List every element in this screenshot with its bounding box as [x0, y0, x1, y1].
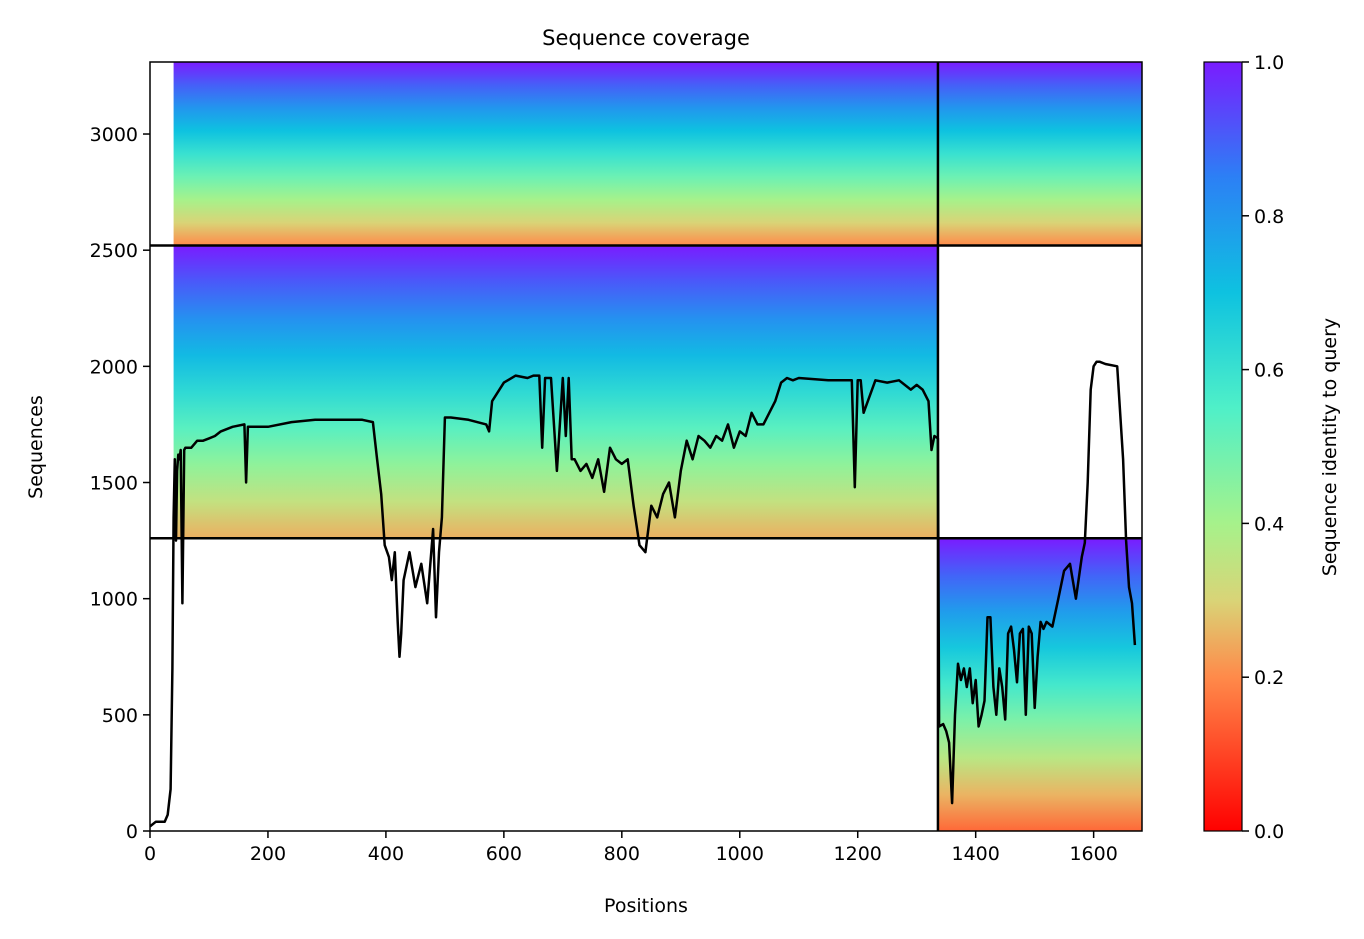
y-tick-label: 0 [126, 821, 138, 843]
plot-frame [149, 61, 1143, 832]
y-tick-label: 3000 [90, 124, 138, 146]
y-axis-ticks: 0 500 1000 1500 2000 2500 3000 [90, 124, 150, 843]
x-tick-label: 1400 [952, 843, 1000, 865]
colorbar-tick-label: 1.0 [1254, 52, 1284, 74]
x-tick-label: 1000 [716, 843, 764, 865]
colorbar-tick-label: 0.4 [1254, 513, 1284, 535]
y-tick-label: 2000 [90, 356, 138, 378]
heatmap-block [937, 538, 1142, 831]
heatmap-block [173, 62, 938, 246]
y-tick-label: 1500 [90, 473, 138, 495]
x-tick-label: 200 [250, 843, 286, 865]
colorbar-tick-label: 0.8 [1254, 206, 1284, 228]
y-tick-label: 500 [102, 705, 138, 727]
x-axis-label: Positions [604, 895, 688, 917]
chart-title: Sequence coverage [542, 26, 750, 50]
y-tick-label: 2500 [90, 240, 138, 262]
x-tick-label: 0 [144, 843, 156, 865]
heatmap-block [937, 62, 1142, 246]
x-tick-label: 400 [368, 843, 404, 865]
colorbar-ticks: 0.0 0.2 0.4 0.6 0.8 1.0 [1242, 52, 1284, 843]
coverage-line [150, 360, 1137, 828]
x-tick-label: 800 [604, 843, 640, 865]
colorbar-label: Sequence identity to query [1319, 318, 1341, 576]
heatmap-block [173, 245, 938, 539]
x-tick-label: 1600 [1069, 843, 1117, 865]
y-tick-label: 1000 [90, 589, 138, 611]
colorbar-tick-label: 0.2 [1254, 667, 1284, 689]
y-axis-label: Sequences [25, 395, 47, 499]
x-tick-label: 600 [486, 843, 522, 865]
colorbar-tick-label: 0.6 [1254, 360, 1284, 382]
coverage-heatmap [173, 62, 1142, 831]
x-tick-label: 1200 [834, 843, 882, 865]
colorbar [1203, 61, 1243, 832]
x-axis-ticks: 0 200 400 600 800 1000 1200 1400 1600 [144, 831, 1118, 865]
colorbar-tick-label: 0.0 [1254, 821, 1284, 843]
